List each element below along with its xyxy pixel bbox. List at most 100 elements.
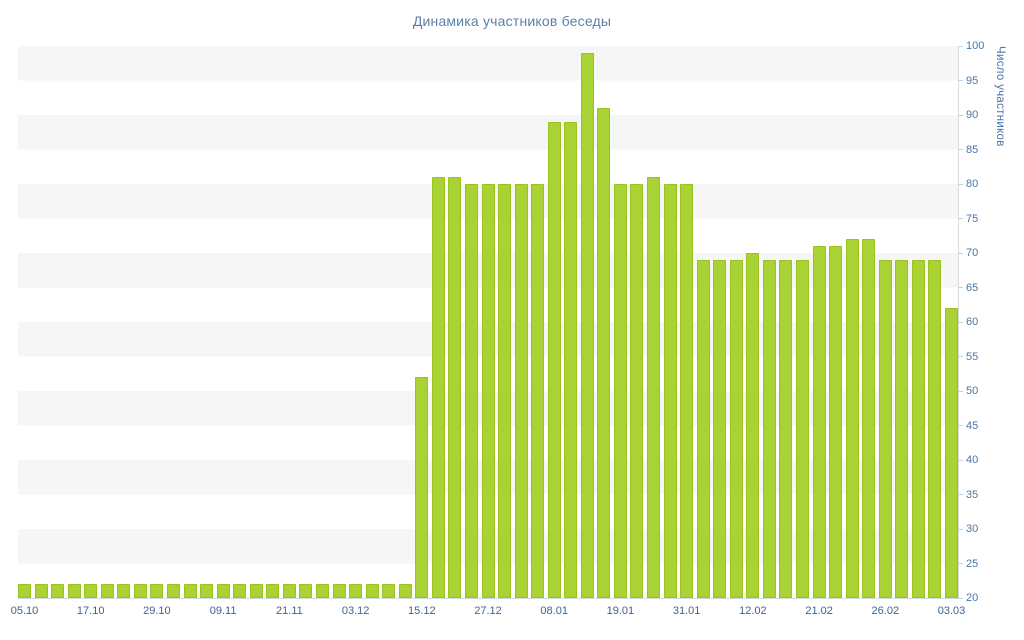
bar[interactable] xyxy=(150,584,164,598)
bar[interactable] xyxy=(431,177,445,598)
x-axis-tick-label: 08.01 xyxy=(540,605,568,617)
bar[interactable] xyxy=(514,184,528,598)
y-axis-tick xyxy=(958,183,963,185)
y-axis-tick-label: 60 xyxy=(966,316,979,328)
bar[interactable] xyxy=(779,259,793,598)
bar[interactable] xyxy=(911,259,925,598)
bar[interactable] xyxy=(365,584,379,598)
x-axis-tick-label: 05.10 xyxy=(10,605,39,617)
bar[interactable] xyxy=(531,184,545,598)
bar[interactable] xyxy=(233,584,247,598)
bar[interactable] xyxy=(812,246,826,598)
bar[interactable] xyxy=(696,259,710,598)
x-axis-tick-label: 17.10 xyxy=(76,605,105,617)
bar[interactable] xyxy=(680,184,694,598)
bar[interactable] xyxy=(580,52,594,598)
x-axis-tick-label: 12.02 xyxy=(739,605,767,617)
bar[interactable] xyxy=(166,584,180,598)
bar[interactable] xyxy=(547,121,561,598)
bar[interactable] xyxy=(928,259,942,598)
bar[interactable] xyxy=(713,259,727,598)
bar[interactable] xyxy=(183,584,197,598)
y-axis-tick xyxy=(958,287,963,288)
y-axis-tick-label: 50 xyxy=(966,385,979,397)
bar[interactable] xyxy=(332,584,346,598)
y-axis-tick xyxy=(958,494,963,495)
bar[interactable] xyxy=(216,584,230,598)
x-axis-tick-label: 03.03 xyxy=(937,605,966,617)
bar[interactable] xyxy=(200,584,214,598)
bar[interactable] xyxy=(282,584,296,598)
x-axis-tick-label: 15.12 xyxy=(408,605,436,617)
bar[interactable] xyxy=(266,584,280,598)
chart-title: Динамика участников беседы xyxy=(412,13,612,29)
bar[interactable] xyxy=(762,259,776,598)
bar[interactable] xyxy=(945,308,958,598)
bar[interactable] xyxy=(249,584,263,598)
y-axis-tick xyxy=(958,528,963,530)
y-axis-tick-label: 35 xyxy=(966,488,979,501)
y-axis-tick-label: 75 xyxy=(966,212,979,225)
bar[interactable] xyxy=(299,584,313,598)
y-axis-tick xyxy=(958,459,963,461)
x-axis-tick-label: 19.01 xyxy=(606,605,635,617)
y-axis-tick-label: 85 xyxy=(966,143,979,156)
x-axis-tick-label: 21.11 xyxy=(276,605,303,617)
x-axis-tick-label: 09.11 xyxy=(209,605,237,617)
y-axis-tick-label: 45 xyxy=(966,419,979,432)
bar[interactable] xyxy=(18,584,31,598)
bar[interactable] xyxy=(862,239,876,598)
y-axis-tick-label: 80 xyxy=(966,178,979,190)
bar[interactable] xyxy=(51,584,65,598)
y-axis-tick xyxy=(958,356,963,357)
y-axis-tick xyxy=(958,563,963,564)
y-axis-tick-label: 20 xyxy=(966,592,979,604)
x-axis-tick-label: 29.10 xyxy=(143,605,171,617)
y-axis-tick-label: 55 xyxy=(966,350,979,363)
bar[interactable] xyxy=(829,246,843,598)
bar[interactable] xyxy=(349,584,363,598)
x-axis-tick-label: 31.01 xyxy=(672,605,701,617)
bar[interactable] xyxy=(796,259,810,598)
y-axis-tick xyxy=(958,45,963,47)
y-axis-tick-label: 25 xyxy=(966,557,979,570)
bar[interactable] xyxy=(34,584,48,598)
bar[interactable] xyxy=(845,239,859,598)
bar[interactable] xyxy=(448,177,462,598)
bar[interactable] xyxy=(84,584,98,598)
y-axis-tick xyxy=(958,218,963,219)
y-axis-tick-label: 40 xyxy=(966,454,979,466)
y-axis-tick xyxy=(958,149,963,150)
bar[interactable] xyxy=(746,253,760,598)
y-axis-tick xyxy=(958,597,963,599)
bar[interactable] xyxy=(464,184,478,598)
bar[interactable] xyxy=(498,184,512,598)
bar[interactable] xyxy=(117,584,131,598)
bar[interactable] xyxy=(878,259,892,598)
bar[interactable] xyxy=(133,584,147,598)
y-axis-tick xyxy=(958,321,963,323)
bar[interactable] xyxy=(315,584,329,598)
bar[interactable] xyxy=(481,184,495,598)
bar[interactable] xyxy=(663,184,677,598)
bar[interactable] xyxy=(382,584,396,598)
bar[interactable] xyxy=(630,184,644,598)
y-axis-tick-label: 90 xyxy=(966,109,979,121)
bar[interactable] xyxy=(597,108,611,598)
bar[interactable] xyxy=(100,584,114,598)
x-axis-tick-label: 26.02 xyxy=(871,605,900,617)
bar[interactable] xyxy=(415,377,429,598)
bar[interactable] xyxy=(564,121,578,598)
y-axis-tick-label: 30 xyxy=(966,523,979,535)
bar[interactable] xyxy=(67,584,81,598)
bar[interactable] xyxy=(398,584,412,598)
y-axis-tick-label: 65 xyxy=(966,281,979,294)
bar[interactable] xyxy=(895,259,909,598)
bar[interactable] xyxy=(647,177,661,598)
y-axis-tick-label: 95 xyxy=(966,74,979,87)
bar[interactable] xyxy=(613,184,627,598)
plot-area xyxy=(18,46,959,599)
bar[interactable] xyxy=(729,259,743,598)
bars-container xyxy=(18,46,958,598)
